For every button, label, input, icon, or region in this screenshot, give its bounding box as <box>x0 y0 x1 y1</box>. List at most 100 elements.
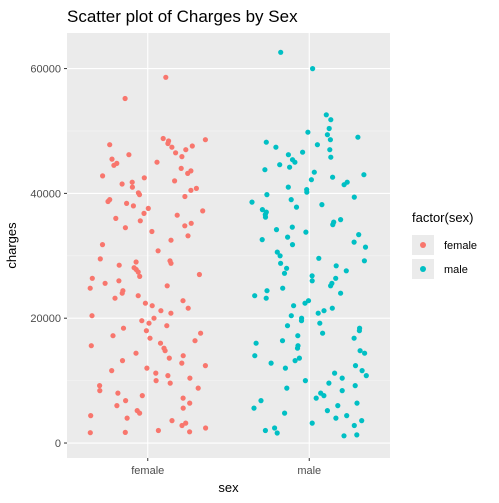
data-point-male <box>249 199 255 205</box>
data-point-female <box>187 429 193 435</box>
data-point-female <box>119 290 125 296</box>
data-point-female <box>168 310 174 316</box>
data-point-female <box>189 143 195 149</box>
data-point-male <box>354 432 360 438</box>
data-point-male <box>263 139 269 145</box>
data-point-female <box>123 398 129 404</box>
data-point-female <box>130 203 136 209</box>
x-tick-label: male <box>297 465 321 477</box>
data-point-female <box>116 262 122 268</box>
data-point-male <box>302 378 308 384</box>
data-point-male <box>328 283 334 289</box>
data-point-male <box>285 184 291 190</box>
data-point-male <box>315 310 321 316</box>
data-point-female <box>89 275 95 281</box>
data-point-female <box>100 173 106 179</box>
data-point-male <box>357 348 363 354</box>
data-point-female <box>122 429 128 435</box>
data-point-male <box>320 330 326 336</box>
data-point-female <box>88 343 94 349</box>
data-point-male <box>284 265 290 271</box>
data-point-male <box>252 293 258 299</box>
y-tick-label: 20000 <box>30 313 61 325</box>
data-point-male <box>363 373 369 379</box>
data-point-male <box>352 383 358 389</box>
data-point-female <box>112 295 118 301</box>
data-point-female <box>120 325 127 331</box>
x-axis: female male <box>131 458 321 477</box>
plot-panel <box>67 33 390 458</box>
data-point-male <box>296 355 302 361</box>
data-point-female <box>114 403 120 409</box>
data-point-female <box>143 328 149 334</box>
data-point-male <box>294 345 301 351</box>
data-point-male <box>259 207 265 213</box>
data-point-male <box>293 204 300 210</box>
data-point-male <box>310 66 316 72</box>
data-point-male <box>264 288 270 294</box>
data-point-male <box>304 189 310 195</box>
data-point-female <box>168 260 174 266</box>
data-point-male <box>272 425 278 431</box>
data-point-female <box>119 358 126 364</box>
data-point-male <box>355 134 361 140</box>
data-point-male <box>278 49 284 55</box>
data-point-female <box>157 340 164 346</box>
data-point-female <box>155 427 161 434</box>
data-point-male <box>273 144 279 150</box>
data-point-female <box>137 218 143 224</box>
data-point-male <box>352 363 359 369</box>
major-grid <box>67 33 390 458</box>
data-point-male <box>338 290 344 296</box>
data-point-female <box>180 353 186 359</box>
data-point-female <box>115 390 121 396</box>
data-point-male <box>268 360 274 366</box>
data-point-female <box>141 210 147 216</box>
data-point-male <box>333 415 339 421</box>
data-point-male <box>362 350 368 356</box>
data-point-female <box>172 178 178 184</box>
data-point-male <box>305 129 311 135</box>
data-point-female <box>164 323 170 329</box>
data-point-male <box>327 137 333 143</box>
data-point-female <box>109 368 115 374</box>
data-point-male <box>323 112 329 118</box>
data-point-female <box>146 320 152 326</box>
data-point-female <box>144 365 150 371</box>
data-point-female <box>129 179 135 185</box>
data-point-female <box>180 395 186 401</box>
data-point-female <box>145 205 151 211</box>
data-point-female <box>160 135 166 142</box>
data-point-female <box>165 373 171 379</box>
data-point-male <box>319 202 325 208</box>
data-point-female <box>185 170 191 176</box>
data-point-female <box>185 233 191 239</box>
data-point-female <box>182 223 188 229</box>
data-point-female <box>137 410 143 416</box>
data-point-female <box>124 200 130 206</box>
data-point-male <box>308 177 314 183</box>
data-point-male <box>262 427 268 434</box>
data-point-male <box>263 295 269 301</box>
data-point-male <box>309 420 315 426</box>
y-tick-label: 60000 <box>30 64 61 76</box>
data-point-female <box>178 165 184 171</box>
data-point-female <box>180 405 186 411</box>
data-point-female <box>136 192 143 198</box>
x-axis-title: sex <box>218 480 239 495</box>
data-point-male <box>321 393 327 399</box>
data-point-male <box>326 380 332 386</box>
data-point-male <box>281 270 288 276</box>
data-point-female <box>113 215 119 221</box>
data-point-male <box>262 167 268 173</box>
data-point-male <box>292 358 298 364</box>
data-point-female <box>202 137 208 143</box>
data-point-male <box>344 413 350 419</box>
legend-title: factor(sex) <box>412 210 473 225</box>
data-point-female <box>168 237 174 243</box>
data-point-male <box>300 149 306 155</box>
data-point-male <box>252 353 258 359</box>
data-point-female <box>163 74 169 80</box>
data-point-female <box>153 370 159 376</box>
data-point-female <box>153 378 159 384</box>
